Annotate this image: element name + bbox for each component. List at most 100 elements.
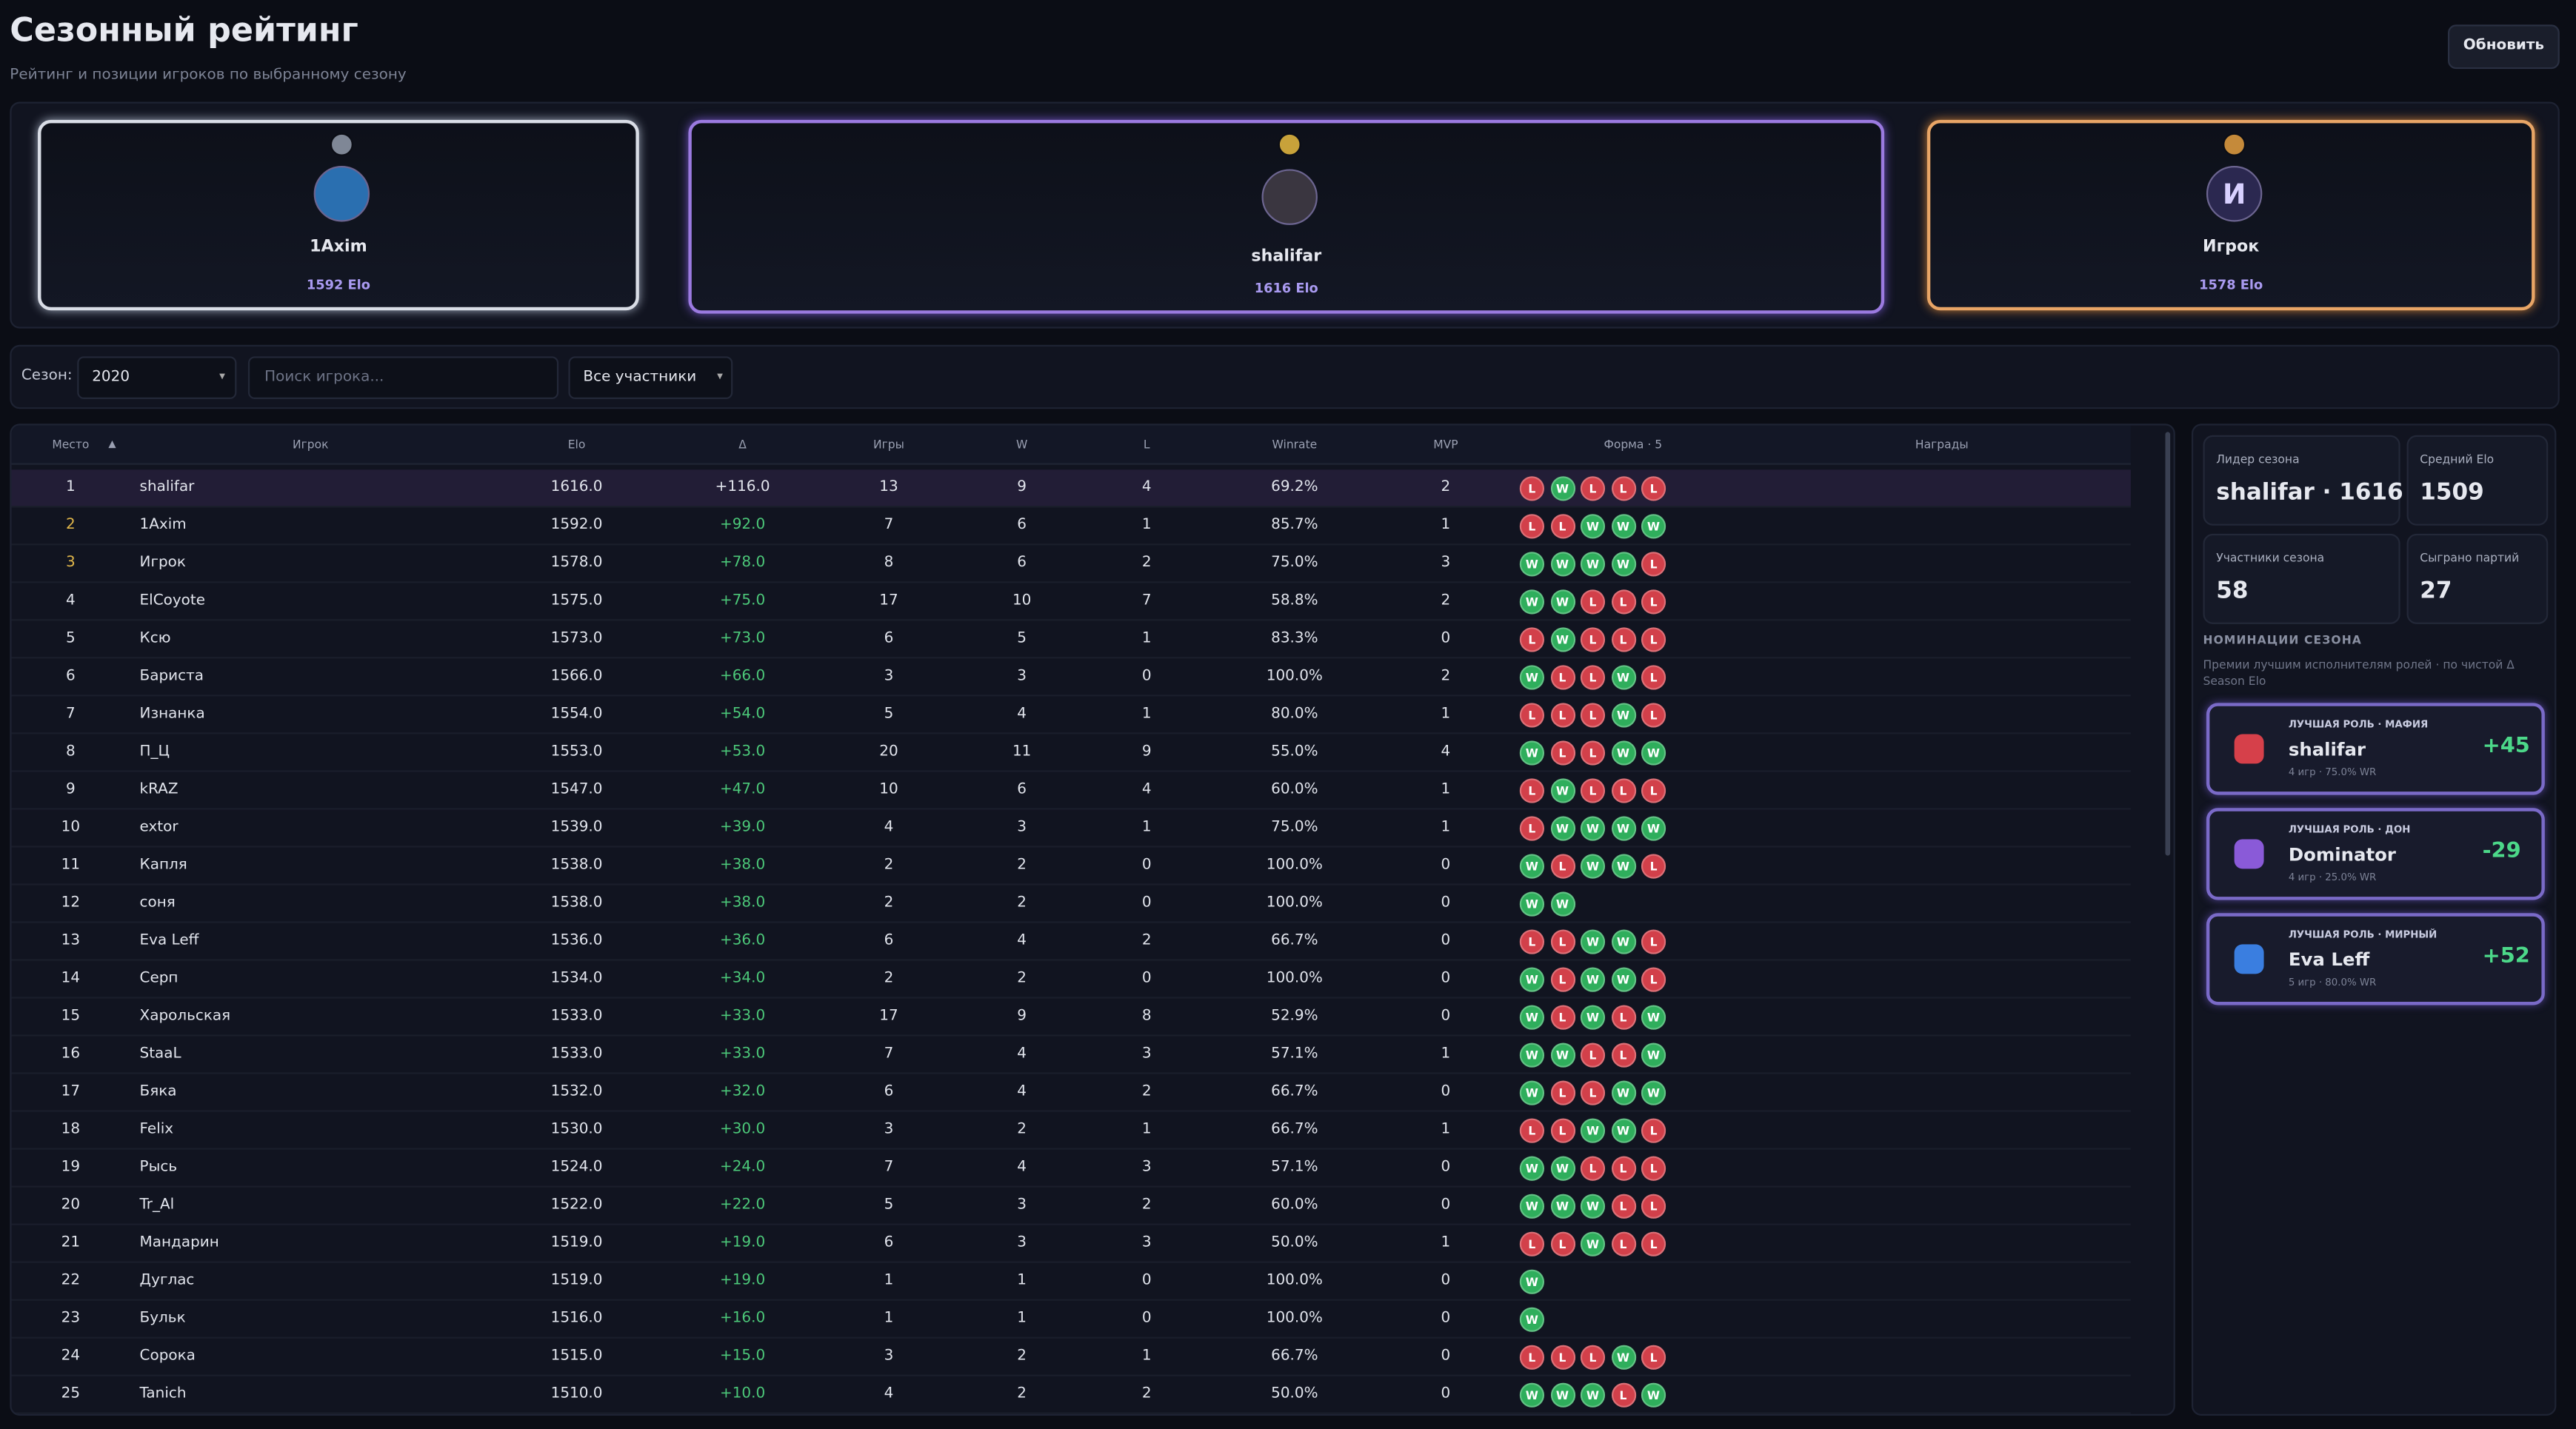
table-row[interactable]: 4 ElCoyote 1575.0 +75.0 17 10 7 58.8% 2 W W L L L — [11, 583, 2131, 621]
table-cell: 7 — [884, 1045, 894, 1063]
table-row[interactable]: 12 соня 1538.0 +38.0 2 2 0 100.0% 0 W W — [11, 886, 2131, 923]
table-cell: 1516.0 — [550, 1311, 603, 1328]
player-name: kRAZ — [139, 781, 178, 799]
table-cell: 50.0% — [1271, 1386, 1318, 1403]
player-name: Tanich — [139, 1386, 187, 1403]
season-value: 2020 — [92, 369, 130, 386]
table-row[interactable]: 23 Бульк 1516.0 +16.0 1 1 0 100.0% 0 W — [11, 1301, 2131, 1339]
table-row[interactable]: 21 Мандарин 1519.0 +19.0 6 3 3 50.0% 1 L L W L L — [11, 1225, 2131, 1263]
table-cell: 5 — [884, 706, 894, 723]
form-chip: W — [1519, 891, 1545, 917]
table-cell: 1592.0 — [550, 517, 603, 534]
season-select[interactable]: 2020 ▾ — [77, 356, 237, 400]
table-cell: +32.0 — [719, 1083, 766, 1101]
column-header: Игрок — [292, 438, 329, 452]
table-cell: 100.0% — [1266, 970, 1323, 988]
table-cell: 57.1% — [1271, 1159, 1318, 1177]
table-cell: 0 — [1141, 857, 1152, 874]
form-chip: L — [1519, 476, 1545, 501]
table-cell: 8 — [66, 743, 76, 760]
table-cell: 1515.0 — [550, 1348, 603, 1365]
column-header: Место — [52, 438, 90, 452]
form-chip: L — [1610, 1043, 1636, 1068]
form-chip: L — [1549, 929, 1575, 954]
table-row[interactable]: 16 StaaL 1533.0 +33.0 7 4 3 57.1% 1 W W L L W — [11, 1037, 2131, 1074]
form-chip: W — [1519, 740, 1545, 766]
table-row[interactable]: 5 Ксю 1573.0 +73.0 6 5 1 83.3% 0 L W L L L — [11, 620, 2131, 659]
form-chip: W — [1610, 1345, 1636, 1370]
table-row[interactable]: 3 Игрок 1578.0 +78.0 8 6 2 75.0% 3 W W W W L — [11, 545, 2131, 583]
table-cell: 3 — [1141, 1235, 1152, 1252]
refresh-button[interactable]: Обновить — [2447, 24, 2560, 70]
avatar — [1261, 169, 1318, 225]
table-row[interactable]: 7 Изнанка 1554.0 +54.0 5 4 1 80.0% 1 L L L W L — [11, 696, 2131, 734]
form-chip: W — [1549, 1156, 1575, 1181]
table-row[interactable]: 13 Eva Leff 1536.0 +36.0 6 4 2 66.7% 0 L L W W L — [11, 923, 2131, 961]
nomination-delta: -29 — [2482, 839, 2521, 864]
table-cell: +38.0 — [719, 894, 766, 912]
table-row[interactable]: 25 Tanich 1510.0 +10.0 4 2 2 50.0% 0 W W W L W — [11, 1376, 2131, 1414]
table-row[interactable]: 24 Сорока 1515.0 +15.0 3 2 1 66.7% 0 L L L W L — [11, 1339, 2131, 1376]
table-cell: 16 — [61, 1045, 81, 1063]
player-name: extor — [139, 819, 178, 837]
participants-select[interactable]: Все участники ▾ — [568, 356, 733, 400]
table-cell: 2 — [1441, 592, 1451, 609]
column-header: W — [1015, 438, 1028, 452]
nomination-role: ЛУЧШАЯ РОЛЬ · МАФИЯ — [2288, 719, 2429, 732]
table-row[interactable]: 1 shalifar 1616.0 +116.0 13 9 4 69.2% 2 L W L L L — [11, 469, 2131, 508]
table-row[interactable]: 8 П_Ц 1553.0 +53.0 20 11 9 55.0% 4 W L L W W — [11, 734, 2131, 772]
form-chip: L — [1549, 1345, 1575, 1370]
table-cell: 66.7% — [1271, 1348, 1318, 1365]
form-chip: L — [1610, 1231, 1636, 1256]
nomination-card[interactable]: ЛУЧШАЯ РОЛЬ · ДОН Dominator 4 игр · 25.0% … — [2206, 808, 2545, 900]
stat-label: Сыграно партий — [2420, 552, 2520, 566]
sidebar: Лидер сезона shalifar · 1616 Средний Elo 15… — [2191, 424, 2557, 1416]
table-row[interactable]: 9 kRAZ 1547.0 +47.0 10 6 4 60.0% 1 L W L L L — [11, 772, 2131, 810]
table-row[interactable]: 17 Бяка 1532.0 +32.0 6 4 2 66.7% 0 W L L W W — [11, 1074, 2131, 1112]
table-cell: 66.7% — [1271, 932, 1318, 950]
form-chip: W — [1610, 1118, 1636, 1143]
table-cell: 9 — [1017, 1008, 1027, 1025]
table-row[interactable]: 11 Капля 1538.0 +38.0 2 2 0 100.0% 0 W L W W L — [11, 848, 2131, 886]
form-chip: W — [1580, 1118, 1606, 1143]
player-name: П_Ц — [139, 743, 170, 760]
table-row[interactable]: 15 Харольская 1533.0 +33.0 17 9 8 52.9% 0 W L W L W — [11, 999, 2131, 1037]
table-row[interactable]: 18 Felix 1530.0 +30.0 3 2 1 66.7% 1 L L W W L — [11, 1112, 2131, 1150]
table-cell: 2 — [1141, 555, 1152, 572]
nomination-delta: +52 — [2482, 944, 2530, 969]
form-chip: L — [1519, 929, 1545, 954]
table-row[interactable]: 20 Tr_Al 1522.0 +22.0 5 3 2 60.0% 0 W W W L L — [11, 1188, 2131, 1225]
table-row[interactable]: 10 extor 1539.0 +39.0 4 3 1 75.0% 1 L W W W W — [11, 810, 2131, 848]
table-cell: 17 — [879, 592, 898, 609]
table-cell: 0 — [1441, 1386, 1451, 1403]
form-chip: W — [1519, 854, 1545, 879]
form-chip: L — [1641, 1231, 1666, 1256]
table-row[interactable]: 22 Дуглас 1519.0 +19.0 1 1 0 100.0% 0 W — [11, 1263, 2131, 1301]
form-chip: W — [1549, 816, 1575, 841]
table-row[interactable]: 19 Рысь 1524.0 +24.0 7 4 3 57.1% 0 W W L L L — [11, 1150, 2131, 1188]
role-icon — [2234, 839, 2264, 869]
player-name: Felix — [139, 1121, 174, 1139]
table-row[interactable]: 2 1Axim 1592.0 +92.0 7 6 1 85.7% 1 L L W W W — [11, 507, 2131, 546]
nomination-card[interactable]: ЛУЧШАЯ РОЛЬ · МАФИЯ shalifar 4 игр · 75.0%… — [2206, 703, 2545, 795]
table-cell: 0 — [1441, 1159, 1451, 1177]
table-cell: +34.0 — [719, 970, 766, 988]
form-chip: W — [1549, 476, 1575, 501]
table-cell: 20 — [879, 743, 898, 760]
stat-label: Средний Elo — [2420, 453, 2495, 466]
table-row[interactable]: 14 Серп 1534.0 +34.0 2 2 0 100.0% 0 W L W W L — [11, 961, 2131, 999]
form-chip: W — [1580, 1194, 1606, 1219]
form-chip: W — [1641, 816, 1666, 841]
search-input[interactable]: Поиск игрока... — [247, 356, 559, 400]
table-cell: +78.0 — [719, 555, 766, 572]
table-cell: 0 — [1441, 630, 1451, 647]
form-chip: W — [1519, 665, 1545, 690]
table-cell: 4 — [1141, 479, 1152, 496]
table-cell: 2 — [1141, 932, 1152, 950]
column-header: L — [1143, 438, 1150, 452]
form-chip: L — [1580, 627, 1606, 652]
table-row[interactable]: 6 Бариста 1566.0 +66.0 3 3 0 100.0% 2 W L L W L — [11, 658, 2131, 697]
nomination-card[interactable]: ЛУЧШАЯ РОЛЬ · МИРНЫЙ Eva Leff 5 игр · 80.0… — [2206, 913, 2545, 1005]
table-cell: +33.0 — [719, 1008, 766, 1025]
form-chip: L — [1519, 627, 1545, 652]
